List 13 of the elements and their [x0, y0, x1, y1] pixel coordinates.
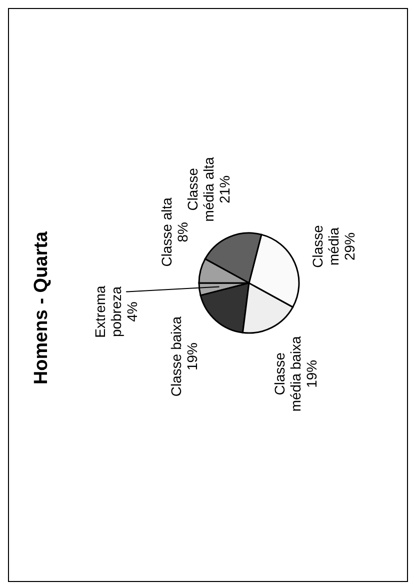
slice-label: Classe média: [309, 224, 342, 268]
data-label: 19%: [184, 342, 200, 371]
data-label: 8%: [174, 222, 191, 242]
text: Homens - Quarta: [31, 230, 53, 387]
slice-label: Classe média alta: [184, 156, 216, 222]
slice-label: Classe alta: [158, 197, 175, 267]
data-label: 4%: [124, 302, 140, 322]
slice-label: Classe média baixa: [271, 336, 304, 412]
slice-label: Classe baixa: [168, 316, 184, 397]
data-label: 19%: [303, 360, 320, 388]
data-label: 29%: [341, 232, 358, 260]
data-label: 21%: [216, 175, 232, 204]
slice-label: Extrema pobreza: [92, 285, 124, 338]
